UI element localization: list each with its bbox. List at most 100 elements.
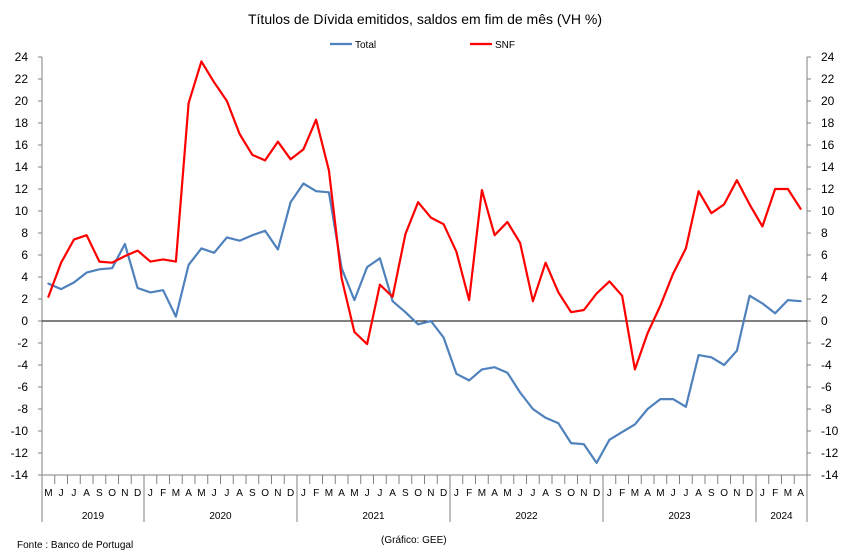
credit-note: (Gráfico: GEE) bbox=[381, 535, 447, 546]
legend-label-snf: SNF bbox=[495, 40, 515, 51]
data-point-total bbox=[774, 312, 776, 314]
y-tick-label-right: 4 bbox=[821, 270, 828, 284]
data-point-snf bbox=[774, 188, 776, 190]
data-point-total bbox=[302, 182, 304, 184]
data-point-snf bbox=[736, 179, 738, 181]
data-point-total bbox=[277, 248, 279, 250]
data-point-total bbox=[557, 422, 559, 424]
y-tick-label-right: 14 bbox=[821, 160, 835, 174]
data-point-snf bbox=[213, 81, 215, 83]
data-point-total bbox=[787, 299, 789, 301]
data-point-snf bbox=[672, 273, 674, 275]
y-tick-label-right: 18 bbox=[821, 116, 835, 130]
month-label: J bbox=[365, 488, 370, 499]
data-point-total bbox=[748, 295, 750, 297]
data-point-total bbox=[761, 302, 763, 304]
data-point-total bbox=[672, 398, 674, 400]
data-point-snf bbox=[226, 100, 228, 102]
y-tick-label-right: 12 bbox=[821, 182, 835, 196]
month-label: F bbox=[160, 488, 166, 499]
month-label: J bbox=[224, 488, 229, 499]
month-label: M bbox=[350, 488, 358, 499]
data-point-snf bbox=[404, 233, 406, 235]
data-point-snf bbox=[493, 234, 495, 236]
data-point-snf bbox=[149, 260, 151, 262]
y-tick-label-left: -14 bbox=[11, 468, 29, 482]
year-label: 2020 bbox=[209, 511, 232, 522]
data-point-snf bbox=[391, 296, 393, 298]
month-label: F bbox=[619, 488, 625, 499]
month-label: O bbox=[261, 488, 269, 499]
data-point-snf bbox=[60, 262, 62, 264]
data-point-snf bbox=[659, 304, 661, 306]
y-tick-label-right: -2 bbox=[821, 336, 832, 350]
data-point-snf bbox=[532, 300, 534, 302]
month-label: S bbox=[249, 488, 256, 499]
month-label: O bbox=[414, 488, 422, 499]
y-tick-label-left: -12 bbox=[11, 446, 29, 460]
data-point-total bbox=[175, 315, 177, 317]
data-point-total bbox=[544, 417, 546, 419]
month-label: A bbox=[542, 488, 549, 499]
data-point-snf bbox=[697, 190, 699, 192]
data-point-total bbox=[47, 282, 49, 284]
data-point-snf bbox=[634, 368, 636, 370]
data-point-total bbox=[136, 287, 138, 289]
y-tick-label-right: -14 bbox=[821, 468, 839, 482]
data-point-snf bbox=[442, 223, 444, 225]
month-label: A bbox=[185, 488, 192, 499]
data-point-snf bbox=[340, 277, 342, 279]
data-point-total bbox=[238, 240, 240, 242]
y-tick-label-left: 4 bbox=[21, 270, 28, 284]
series-layer bbox=[47, 60, 802, 464]
data-point-snf bbox=[583, 309, 585, 311]
data-point-total bbox=[710, 356, 712, 358]
y-tick-label-right: 6 bbox=[821, 248, 828, 262]
data-point-total bbox=[200, 247, 202, 249]
data-point-snf bbox=[710, 212, 712, 214]
y-tick-label-right: 8 bbox=[821, 226, 828, 240]
data-point-total bbox=[226, 236, 228, 238]
data-point-snf bbox=[136, 249, 138, 251]
data-point-snf bbox=[557, 291, 559, 293]
data-point-snf bbox=[481, 189, 483, 191]
data-point-total bbox=[506, 372, 508, 374]
data-point-total bbox=[111, 267, 113, 269]
y-tick-label-right: 24 bbox=[821, 50, 835, 64]
month-label: N bbox=[121, 488, 128, 499]
series-line-total bbox=[47, 182, 802, 464]
month-label: O bbox=[567, 488, 575, 499]
y-tick-label-left: 0 bbox=[21, 314, 28, 328]
y-tick-label-left: -8 bbox=[17, 402, 28, 416]
month-label: A bbox=[695, 488, 702, 499]
month-label: N bbox=[427, 488, 434, 499]
data-point-total bbox=[391, 300, 393, 302]
data-point-snf bbox=[264, 159, 266, 161]
y-tick-label-right: -10 bbox=[821, 424, 839, 438]
month-label: A bbox=[491, 488, 498, 499]
y-tick-label-left: 12 bbox=[15, 182, 29, 196]
y-tick-label-right: 16 bbox=[821, 138, 835, 152]
data-point-total bbox=[634, 423, 636, 425]
month-label: M bbox=[44, 488, 52, 499]
month-label: J bbox=[683, 488, 688, 499]
series-line-snf bbox=[47, 60, 802, 371]
data-point-total bbox=[404, 311, 406, 313]
data-point-total bbox=[685, 406, 687, 408]
month-label: D bbox=[440, 488, 447, 499]
data-point-total bbox=[697, 354, 699, 356]
data-point-snf bbox=[455, 251, 457, 253]
month-label: D bbox=[746, 488, 753, 499]
data-point-snf bbox=[787, 188, 789, 190]
data-point-total bbox=[124, 243, 126, 245]
data-point-snf bbox=[544, 262, 546, 264]
month-label: S bbox=[555, 488, 562, 499]
data-point-snf bbox=[417, 201, 419, 203]
month-label: M bbox=[503, 488, 511, 499]
data-point-total bbox=[608, 439, 610, 441]
month-label: J bbox=[377, 488, 382, 499]
data-point-snf bbox=[685, 247, 687, 249]
data-point-snf bbox=[468, 299, 470, 301]
y-tick-label-right: -6 bbox=[821, 380, 832, 394]
